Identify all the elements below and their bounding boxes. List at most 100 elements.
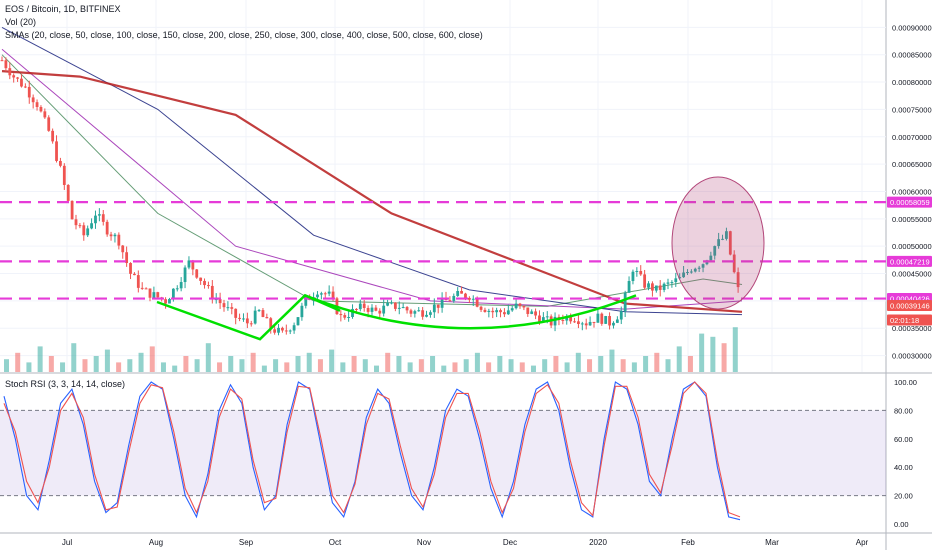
candle-body bbox=[284, 330, 288, 332]
candle-body bbox=[245, 318, 249, 324]
volume-bar bbox=[441, 365, 447, 372]
price-badge-label: 02:01:18 bbox=[890, 316, 919, 325]
candle-body bbox=[382, 305, 386, 314]
price-tick-label: 0.00030000 bbox=[892, 352, 932, 361]
price-badge bbox=[887, 300, 932, 312]
candle-body bbox=[651, 283, 654, 291]
candle-body bbox=[561, 319, 565, 321]
candle-body bbox=[460, 290, 463, 294]
candle-body bbox=[105, 221, 109, 235]
price-badge-label: 0.00058059 bbox=[890, 198, 930, 207]
time-tick-label: Nov bbox=[417, 538, 431, 547]
time-axis[interactable]: Jul Aug Sep Oct Nov Dec 2020 Feb Mar Apr bbox=[62, 538, 869, 547]
candle-body bbox=[584, 323, 588, 326]
time-tick-label: 2020 bbox=[589, 538, 607, 547]
stoch-rsi-legend[interactable]: Stoch RSI (3, 3, 14, 14, close) bbox=[5, 379, 126, 389]
candle-body bbox=[358, 303, 362, 310]
volume-bar bbox=[26, 362, 32, 372]
candle-body bbox=[51, 130, 55, 142]
candle-body bbox=[678, 277, 682, 279]
stoch-rsi-axis[interactable]: 100.00 80.00 60.00 40.00 20.00 0.00 bbox=[894, 378, 917, 529]
candle-body bbox=[631, 271, 635, 282]
candle-body bbox=[728, 231, 732, 255]
highlight-ellipse bbox=[671, 176, 765, 310]
candle-body bbox=[615, 319, 619, 323]
volume-bar bbox=[721, 343, 727, 372]
volume-bar bbox=[564, 362, 570, 372]
volume-bar bbox=[474, 352, 480, 372]
price-tick-label: 0.00070000 bbox=[892, 133, 932, 142]
volume-bar bbox=[239, 359, 245, 372]
candle-body bbox=[689, 271, 693, 273]
sma-legend[interactable]: SMAs (20, close, 50, close, 100, close, … bbox=[5, 30, 483, 40]
candle-body bbox=[717, 239, 721, 247]
symbol-legend[interactable]: EOS / Bitcoin, 1D, BITFINEX bbox=[5, 4, 121, 14]
candle-body bbox=[693, 268, 697, 272]
volume-bar bbox=[82, 359, 88, 372]
candle-body bbox=[351, 308, 354, 318]
candle-body bbox=[491, 310, 495, 313]
candle-body bbox=[538, 315, 541, 323]
candle-body bbox=[152, 292, 156, 298]
candle-body bbox=[242, 318, 245, 320]
candle-body bbox=[43, 111, 47, 118]
price-badge-label: 0.00039146 bbox=[890, 302, 930, 311]
candle-body bbox=[207, 285, 210, 287]
candle-body bbox=[725, 231, 728, 239]
candles bbox=[0, 56, 740, 336]
candle-body bbox=[175, 288, 179, 290]
candle-body bbox=[66, 184, 70, 201]
volume-bar bbox=[463, 359, 469, 372]
volume-legend[interactable]: Vol (20) bbox=[5, 17, 37, 27]
candle-body bbox=[732, 254, 736, 273]
candle-body bbox=[592, 321, 596, 323]
volume-bar bbox=[519, 362, 525, 372]
candle-body bbox=[580, 323, 584, 325]
candle-body bbox=[230, 307, 234, 309]
volume-bar bbox=[508, 359, 514, 372]
candle-body bbox=[569, 316, 573, 322]
candle-body bbox=[393, 302, 397, 309]
candle-body bbox=[86, 228, 90, 236]
candle-body bbox=[448, 300, 452, 302]
candle-body bbox=[604, 316, 608, 324]
candle-body bbox=[623, 292, 627, 312]
annotations bbox=[156, 176, 765, 341]
volume-bar bbox=[60, 362, 66, 372]
candle-body bbox=[378, 310, 382, 314]
candle-body bbox=[545, 316, 549, 318]
candle-body bbox=[125, 252, 129, 264]
candle-body bbox=[479, 306, 483, 310]
volume-bar bbox=[340, 362, 346, 372]
volume-bar bbox=[273, 359, 279, 372]
time-tick-label: Sep bbox=[239, 538, 254, 547]
sma-lines bbox=[1, 26, 743, 316]
candle-body bbox=[35, 102, 39, 108]
candle-body bbox=[662, 283, 666, 290]
candle-body bbox=[413, 311, 417, 314]
candle-body bbox=[203, 280, 206, 286]
candle-body bbox=[23, 86, 27, 88]
candle-body bbox=[148, 288, 152, 298]
candle-body bbox=[323, 293, 327, 295]
volume-bars bbox=[4, 327, 738, 372]
candle-body bbox=[612, 322, 615, 326]
price-tick-label: 0.00045000 bbox=[892, 270, 932, 279]
volume-bar bbox=[48, 356, 54, 372]
volume-bar bbox=[710, 336, 716, 372]
candle-body bbox=[121, 245, 125, 253]
price-badge bbox=[887, 255, 932, 267]
volume-bar bbox=[497, 356, 503, 372]
volume-bar bbox=[598, 356, 604, 372]
candle-body bbox=[133, 273, 136, 276]
candle-body bbox=[261, 310, 265, 318]
volume-bar bbox=[486, 362, 492, 372]
candle-body bbox=[596, 313, 600, 323]
candle-body bbox=[191, 260, 195, 270]
candle-body bbox=[144, 288, 148, 290]
candle-body bbox=[635, 270, 639, 272]
volume-bar bbox=[329, 349, 335, 372]
candle-body bbox=[277, 327, 280, 333]
candle-body bbox=[199, 277, 203, 281]
